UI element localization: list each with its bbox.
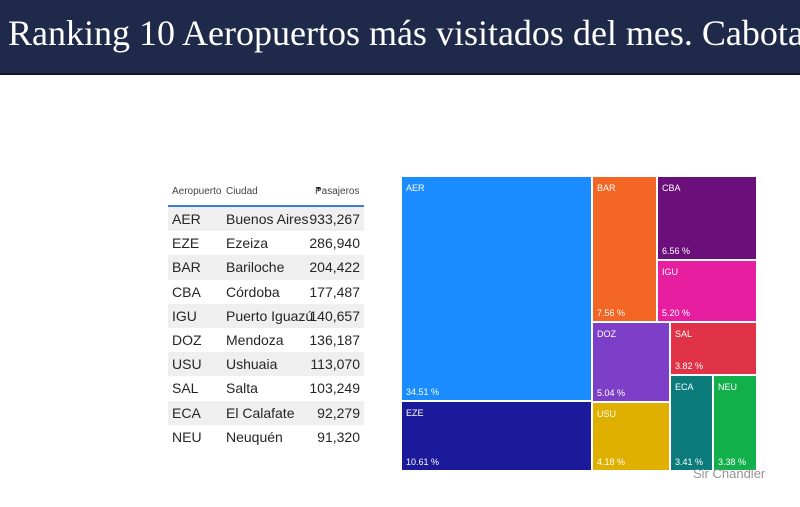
cell-code: BAR — [172, 259, 201, 276]
cell-passengers: 92,279 — [317, 404, 360, 421]
cell-city: Neuquén — [226, 428, 283, 445]
tile-label: USU — [597, 409, 617, 419]
cell-code: IGU — [172, 307, 197, 324]
cell-passengers: 204,422 — [309, 259, 360, 276]
cell-code: USU — [172, 356, 202, 373]
treemap-tile-doz[interactable]: DOZ 5.04 % — [592, 322, 670, 402]
cell-passengers: 140,657 — [309, 307, 360, 324]
cell-passengers: 91,320 — [317, 428, 360, 445]
cell-code: EZE — [172, 235, 200, 252]
column-header-aeropuerto[interactable]: Aeropuerto — [172, 186, 222, 197]
treemap-tile-eca[interactable]: ECA 3.41 % — [670, 375, 713, 471]
table-row: SAL Salta 103,249 — [168, 376, 364, 400]
sort-descending-icon: ▼ — [315, 186, 322, 193]
tile-label: EZE — [406, 408, 424, 418]
cell-passengers: 286,940 — [309, 235, 360, 252]
tile-label: BAR — [597, 183, 616, 193]
cell-code: AER — [172, 211, 201, 227]
column-header-pasajeros[interactable]: Pasajeros — [315, 186, 360, 197]
tile-label: NEU — [718, 382, 738, 392]
tile-label: DOZ — [597, 329, 616, 339]
cell-city: Ezeiza — [226, 235, 269, 252]
tile-percent: 7.56 % — [597, 308, 626, 318]
cell-passengers: 177,487 — [309, 283, 360, 300]
table-row: IGU Puerto Iguazú 140,657 — [168, 303, 364, 328]
tile-label: SAL — [675, 329, 693, 339]
table-row: EZE Ezeiza 286,940 — [168, 231, 364, 255]
cell-city: Ushuaia — [226, 356, 278, 373]
tile-percent: 5.04 % — [597, 388, 626, 398]
treemap-tile-eze[interactable]: EZE 10.61 % — [401, 401, 592, 471]
airport-table: Aeropuerto Ciudad Pasajeros ▼ AER Buenos … — [168, 183, 364, 449]
cell-city: Mendoza — [226, 331, 284, 348]
tile-label: ECA — [675, 382, 694, 392]
cell-code: DOZ — [172, 331, 202, 348]
cell-city: Bariloche — [226, 259, 285, 276]
table-header: Aeropuerto Ciudad Pasajeros ▼ — [168, 183, 364, 207]
tile-percent: 10.61 % — [406, 457, 440, 467]
treemap-tile-igu[interactable]: IGU 5.20 % — [657, 260, 757, 322]
cell-city: Buenos Aires — [226, 211, 309, 227]
tile-label: CBA — [662, 183, 681, 193]
cell-code: ECA — [172, 404, 201, 421]
cell-city: Salta — [226, 380, 258, 397]
page-title: Ranking 10 Aeropuertos más visitados del… — [8, 13, 800, 53]
cell-city: Córdoba — [226, 283, 280, 300]
table-row: DOZ Mendoza 136,187 — [168, 328, 364, 352]
cell-code: CBA — [172, 283, 201, 300]
table-row: NEU Neuquén 91,320 — [168, 425, 364, 449]
cell-passengers: 113,070 — [310, 356, 360, 373]
tile-percent: 5.20 % — [662, 308, 691, 318]
cell-city: El Calafate — [226, 404, 295, 421]
table-body: AER Buenos Aires 933,267 EZE Ezeiza 286,940 BA… — [168, 207, 364, 449]
cell-city: Puerto Iguazú — [226, 307, 314, 324]
treemap-tile-sal[interactable]: SAL 3.82 % — [670, 322, 757, 375]
treemap-chart: AER 34.51 % EZE 10.61 % BAR 7.56 % CBA 6.56 % IG… — [401, 176, 757, 471]
treemap-tile-cba[interactable]: CBA 6.56 % — [657, 176, 757, 260]
treemap-tile-neu[interactable]: NEU 3.38 % — [713, 375, 757, 471]
cell-passengers: 933,267 — [309, 211, 360, 227]
tile-label: AER — [406, 183, 425, 193]
table-row: USU Ushuaia 113,070 — [168, 352, 364, 377]
tile-percent: 6.56 % — [662, 246, 691, 256]
cell-code: SAL — [172, 380, 199, 397]
cell-code: NEU — [172, 428, 202, 445]
tile-percent: 3.38 % — [718, 457, 747, 467]
tile-percent: 3.41 % — [675, 457, 704, 467]
watermark: Sir Chandler — [693, 466, 766, 481]
table-row: CBA Córdoba 177,487 — [168, 280, 364, 304]
tile-percent: 4.18 % — [597, 457, 626, 467]
treemap-tile-bar[interactable]: BAR 7.56 % — [592, 176, 657, 322]
table-row: BAR Bariloche 204,422 — [168, 255, 364, 280]
cell-passengers: 136,187 — [309, 331, 360, 348]
tile-percent: 3.82 % — [675, 361, 704, 371]
table-row: ECA El Calafate 92,279 — [168, 400, 364, 425]
cell-passengers: 103,249 — [309, 380, 360, 397]
column-header-ciudad[interactable]: Ciudad — [226, 186, 258, 197]
treemap-tile-usu[interactable]: USU 4.18 % — [592, 402, 670, 471]
header-bar: Ranking 10 Aeropuertos más visitados del… — [0, 0, 800, 75]
treemap-tile-aer[interactable]: AER 34.51 % — [401, 176, 592, 401]
tile-percent: 34.51 % — [406, 387, 440, 397]
tile-label: IGU — [662, 267, 679, 277]
table-row: AER Buenos Aires 933,267 — [168, 207, 364, 232]
